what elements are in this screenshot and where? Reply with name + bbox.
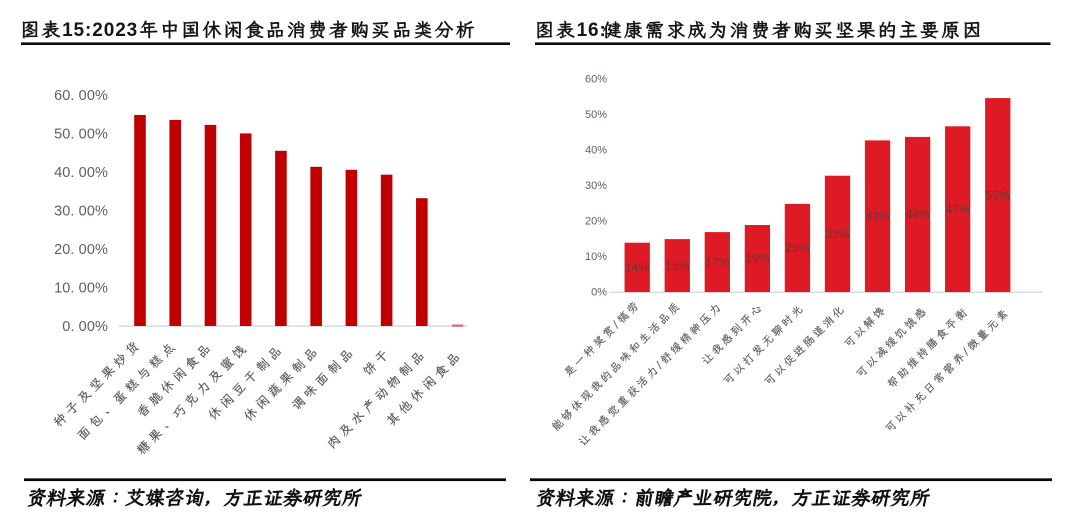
svg-text:40. 00%: 40. 00% [54,165,108,181]
svg-text:44%: 44% [906,208,930,222]
svg-text:15:2023: 15:2023 [62,20,138,41]
svg-text:30. 00%: 30. 00% [54,203,108,219]
svg-text:0%: 0% [591,287,607,299]
svg-text:33%: 33% [825,227,849,241]
svg-text:30%: 30% [585,180,607,192]
svg-text:10%: 10% [585,251,607,263]
svg-text:47%: 47% [946,202,970,216]
svg-text:10. 00%: 10. 00% [54,280,108,296]
svg-text:19%: 19% [745,252,769,266]
svg-text:16:: 16: [577,20,607,41]
svg-text:60. 00%: 60. 00% [54,88,108,104]
svg-text:60%: 60% [585,74,607,86]
svg-text:0. 00%: 0. 00% [62,319,108,335]
svg-text:50. 00%: 50. 00% [54,126,108,142]
svg-text:15%: 15% [665,259,689,273]
svg-text:25%: 25% [785,241,809,255]
svg-text:40%: 40% [585,145,607,157]
svg-text:55%: 55% [986,188,1010,202]
svg-text:43%: 43% [866,209,890,223]
svg-text:50%: 50% [585,109,607,121]
svg-text:20. 00%: 20. 00% [54,242,108,258]
svg-text:14%: 14% [625,261,649,275]
svg-text:17%: 17% [705,255,729,269]
svg-text:20%: 20% [585,216,607,228]
